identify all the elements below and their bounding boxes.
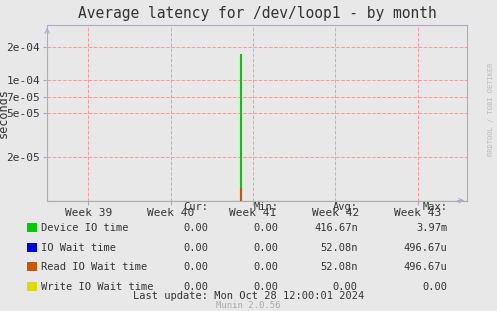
Text: Read IO Wait time: Read IO Wait time (41, 262, 148, 272)
Text: 0.00: 0.00 (253, 282, 278, 292)
Text: 52.08n: 52.08n (321, 262, 358, 272)
Title: Average latency for /dev/loop1 - by month: Average latency for /dev/loop1 - by mont… (78, 6, 436, 21)
Text: Write IO Wait time: Write IO Wait time (41, 282, 154, 292)
Text: Max:: Max: (422, 202, 447, 212)
Text: 0.00: 0.00 (422, 282, 447, 292)
Y-axis label: seconds: seconds (0, 88, 10, 138)
Text: 496.67u: 496.67u (404, 262, 447, 272)
Text: IO Wait time: IO Wait time (41, 243, 116, 253)
Text: 0.00: 0.00 (333, 282, 358, 292)
Text: 0.00: 0.00 (184, 223, 209, 233)
Text: 0.00: 0.00 (184, 243, 209, 253)
Text: 0.00: 0.00 (253, 243, 278, 253)
Text: 0.00: 0.00 (184, 262, 209, 272)
Text: 3.97m: 3.97m (416, 223, 447, 233)
Text: Avg:: Avg: (333, 202, 358, 212)
Text: Device IO time: Device IO time (41, 223, 129, 233)
Text: 0.00: 0.00 (184, 282, 209, 292)
Text: 0.00: 0.00 (253, 223, 278, 233)
Text: 52.08n: 52.08n (321, 243, 358, 253)
Text: 0.00: 0.00 (253, 262, 278, 272)
Text: 496.67u: 496.67u (404, 243, 447, 253)
Text: Munin 2.0.56: Munin 2.0.56 (216, 301, 281, 310)
Text: Cur:: Cur: (184, 202, 209, 212)
Text: Min:: Min: (253, 202, 278, 212)
Text: RRDTOOL / TOBI OETIKER: RRDTOOL / TOBI OETIKER (488, 62, 494, 156)
Text: Last update: Mon Oct 28 12:00:01 2024: Last update: Mon Oct 28 12:00:01 2024 (133, 290, 364, 300)
Text: 416.67n: 416.67n (314, 223, 358, 233)
